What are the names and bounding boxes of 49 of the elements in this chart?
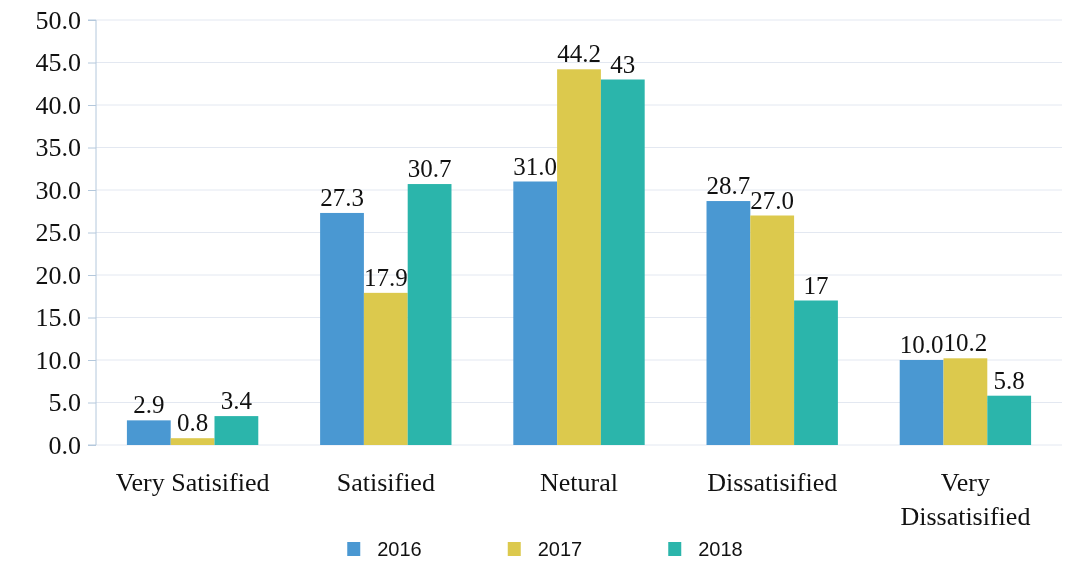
bar bbox=[407, 184, 452, 445]
data-label: 30.7 bbox=[407, 155, 452, 183]
x-tick-label: Satisified bbox=[336, 468, 435, 497]
data-label: 43 bbox=[610, 50, 636, 78]
x-tick-label: Very Dissatisified bbox=[900, 468, 1031, 531]
bar bbox=[557, 69, 601, 445]
y-tick-label: 0.0 bbox=[48, 430, 81, 460]
data-label: 31.0 bbox=[513, 152, 558, 180]
bar bbox=[899, 360, 944, 445]
bar bbox=[320, 212, 364, 445]
y-tick-label: 10.0 bbox=[35, 345, 81, 375]
y-tick-label: 40.0 bbox=[35, 90, 81, 120]
bar bbox=[943, 358, 988, 445]
y-tick-label: 50.0 bbox=[35, 5, 81, 35]
bar bbox=[987, 395, 1032, 445]
data-label: 44.2 bbox=[557, 40, 601, 68]
y-tick-label: 15.0 bbox=[35, 303, 81, 333]
bar bbox=[170, 438, 215, 445]
data-label: 27.3 bbox=[320, 183, 364, 211]
x-tick-label: Netural bbox=[540, 468, 618, 497]
y-tick-label: 30.0 bbox=[35, 175, 81, 205]
x-tick-label: Very Satisified bbox=[115, 468, 270, 497]
x-tick-label: Dissatisified bbox=[707, 468, 838, 497]
data-label: 3.4 bbox=[220, 387, 253, 415]
bar bbox=[600, 79, 645, 445]
data-label: 2.9 bbox=[133, 391, 165, 419]
legend-label: 2018 bbox=[698, 538, 743, 560]
data-label: 10.0 bbox=[899, 331, 944, 358]
bar bbox=[706, 201, 751, 445]
data-label: 10.2 bbox=[943, 329, 988, 357]
data-label: 5.8 bbox=[993, 366, 1025, 394]
legend-label: 2016 bbox=[377, 538, 422, 560]
data-label: 17.9 bbox=[363, 263, 408, 291]
bar bbox=[794, 300, 838, 445]
bar bbox=[513, 181, 558, 445]
y-tick-label: 35.0 bbox=[35, 133, 81, 163]
y-tick-label: 5.0 bbox=[48, 388, 81, 418]
y-tick-label: 45.0 bbox=[35, 48, 81, 78]
y-tick-label: 25.0 bbox=[35, 218, 81, 248]
y-tick-label: 20.0 bbox=[35, 260, 81, 290]
data-label: 17 bbox=[803, 271, 829, 299]
bar bbox=[363, 292, 408, 445]
bar bbox=[214, 416, 259, 445]
data-label: 28.7 bbox=[706, 172, 751, 200]
bar bbox=[750, 215, 795, 445]
legend-label: 2017 bbox=[537, 538, 583, 560]
bar bbox=[126, 420, 171, 445]
data-label: 0.8 bbox=[176, 409, 209, 437]
data-label: 27.0 bbox=[750, 186, 795, 214]
